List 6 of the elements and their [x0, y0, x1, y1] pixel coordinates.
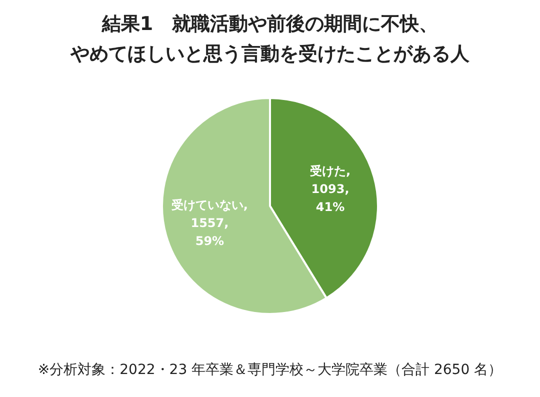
chart-subtitle: やめてほしいと思う言動を受けたことがある人 — [70, 43, 470, 65]
chart-title: 結果1 就職活動や前後の期間に不快、 — [100, 13, 438, 35]
slice-label: 受けていない, 1557, 59% — [170, 198, 248, 248]
pie-slice — [269, 97, 379, 300]
slice-label: 受けた, 1093, 41% — [309, 164, 351, 214]
text: ※分析対象：2022・23 年卒業＆専門学校～大学院卒業（合計 2650 名） — [38, 362, 502, 378]
